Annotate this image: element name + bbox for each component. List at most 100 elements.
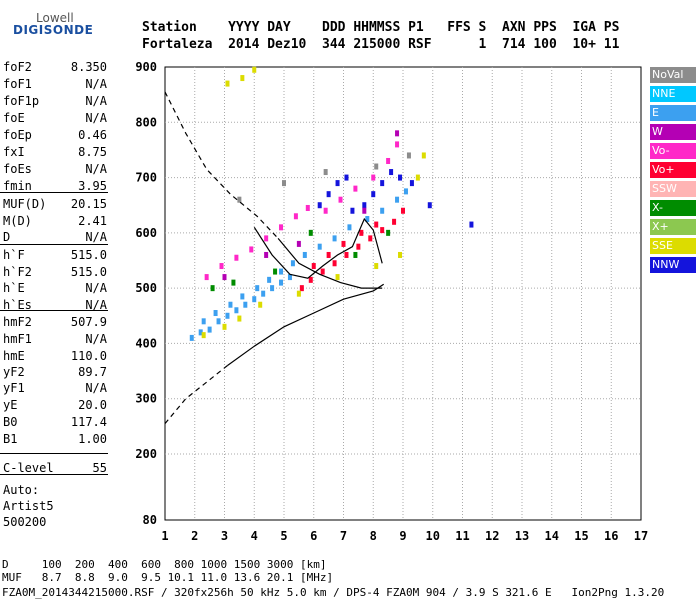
data-point [427,202,432,209]
logo-lowell: Lowell [36,11,74,25]
x-tick-label: 17 [634,529,648,543]
param-value: N/A [85,77,107,91]
data-point [380,180,385,187]
x-tick-label: 1 [161,529,168,543]
data-point [287,274,292,281]
data-point [219,263,224,270]
param-name: h`F2 [3,265,32,279]
data-point [374,221,379,228]
x-tick-label: 15 [574,529,588,543]
data-point [305,204,310,211]
data-point [362,202,367,209]
data-point [409,180,414,187]
param-name: hmF1 [3,332,32,346]
data-point [368,235,373,242]
data-point [231,279,236,286]
x-tick-label: 12 [485,529,499,543]
data-point [243,301,248,308]
data-point [347,224,352,231]
param-d: D N/A [3,229,107,245]
x-tick-label: 14 [545,529,559,543]
legend-item-nnw: NNW [650,257,696,273]
x-tick-label: 8 [370,529,377,543]
param-hme: hmE 110.0 [3,348,107,364]
param-name: yF1 [3,381,25,395]
header-values: Fortaleza 2014 Dez10 344 215000 RSF 1 71… [142,37,620,52]
param-fmin: fmin 3.95 [3,178,107,194]
param-name: MUF(D) [3,197,47,211]
data-point [255,285,260,292]
data-point [290,260,295,267]
trace-line [253,217,383,279]
x-tick-label: 11 [455,529,469,543]
data-point [282,180,286,187]
version-label: 500200 [3,515,47,529]
x-tick-label: 10 [426,529,440,543]
legend-item-vo: Vo+ [650,162,696,178]
y-tick-label: 600 [135,226,157,240]
data-point [398,174,403,181]
x-tick-label: 16 [604,529,618,543]
data-point [320,268,325,275]
logo-digisonde: DIGISONDE [13,23,94,37]
data-point [469,221,474,228]
trace-line [277,238,383,289]
data-point [338,196,343,203]
data-point [249,246,254,253]
param-foep: foEp 0.46 [3,127,107,143]
data-point [240,293,245,300]
data-point [201,332,206,339]
data-point [296,290,301,297]
param-muf-d-: MUF(D) 20.15 [3,196,107,212]
param-name: C-level [3,461,54,475]
data-point [237,196,242,203]
param-b1: B1 1.00 [3,431,107,447]
data-point [421,152,426,159]
data-point [371,174,376,181]
param-value: 1.00 [78,432,107,446]
data-point [374,263,379,270]
param-value: 20.0 [78,398,107,412]
data-point [359,229,364,236]
x-tick-label: 5 [280,529,287,543]
data-point [216,318,221,325]
trace-line [227,283,385,366]
param-name: foE [3,111,25,125]
legend-item-w: W [650,124,696,140]
y-tick-label: 700 [135,171,157,185]
param-fof1: foF1 N/A [3,76,107,92]
data-point [392,218,397,225]
legend-item-noval: NoVal [650,67,696,83]
param-name: B1 [3,432,18,446]
data-point [389,169,394,176]
legend-item-nne: NNE [650,86,696,102]
param-name: hmF2 [3,315,32,329]
data-point [201,318,206,325]
param-value: 20.15 [70,197,107,211]
data-point [264,251,269,258]
param-value: 117.4 [70,415,107,429]
data-point [406,152,411,159]
param-name: foF1 [3,77,32,91]
param-yf2: yF2 89.7 [3,364,107,380]
data-point [225,80,230,87]
data-point [258,301,263,308]
data-point [279,224,284,231]
data-point [335,274,340,281]
param-h-es: h`Es N/A [3,297,107,313]
param-name: foEs [3,162,32,176]
data-point [279,268,284,275]
param-name: D [3,230,11,244]
param-h-f2: h`F2 515.0 [3,264,107,280]
data-point [380,207,385,214]
data-point [395,141,400,148]
param-name: foF1p [3,94,40,108]
param-name: h`Es [3,298,32,312]
data-point [252,296,257,303]
data-point [252,66,257,73]
param-value: N/A [85,230,107,244]
param-name: h`F [3,248,25,262]
param-value: 110.0 [70,349,107,363]
separator-line [0,453,108,454]
